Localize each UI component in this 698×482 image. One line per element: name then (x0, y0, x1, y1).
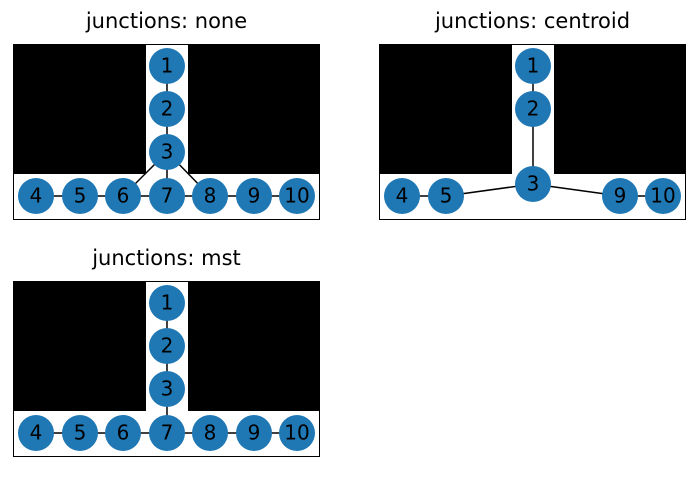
node-label: 5 (74, 421, 87, 445)
node-circle (279, 415, 315, 451)
node-label: 1 (527, 54, 540, 78)
node-label: 10 (284, 421, 309, 445)
node-circle (62, 178, 98, 214)
node-label: 7 (161, 421, 174, 445)
panel-junctions-none: junctions: none 1 2 3 4 5 6 7 8 9 10 (13, 8, 320, 220)
node-label: 9 (248, 421, 261, 445)
node-label: 3 (527, 172, 540, 196)
node-circle (18, 178, 54, 214)
node-label: 8 (204, 421, 217, 445)
graph-canvas: 1 2 3 4 5 6 7 8 9 10 (14, 45, 319, 214)
node-circle (149, 328, 185, 364)
plot-frame: 1 2 3 4 5 6 7 8 9 10 (13, 44, 320, 220)
wall-left (14, 45, 146, 174)
node-circle (149, 48, 185, 84)
node-circle (384, 178, 420, 214)
node-label: 5 (74, 184, 87, 208)
node-1: 1 (149, 285, 185, 321)
node-5: 5 (62, 178, 98, 214)
node-2: 2 (515, 91, 551, 127)
node-3: 3 (515, 166, 551, 202)
node-circle (62, 415, 98, 451)
graph-canvas: 1 2 3 4 5 6 7 8 9 10 (14, 282, 319, 451)
node-10: 10 (645, 178, 681, 214)
wall-right (188, 45, 319, 174)
wall-left (380, 45, 512, 174)
node-circle (515, 166, 551, 202)
node-label: 7 (161, 184, 174, 208)
node-circle (149, 415, 185, 451)
node-2: 2 (149, 328, 185, 364)
node-circle (105, 178, 141, 214)
node-circle (105, 415, 141, 451)
node-circle (602, 178, 638, 214)
node-label: 10 (284, 184, 309, 208)
node-1: 1 (149, 48, 185, 84)
node-label: 3 (161, 140, 174, 164)
node-label: 2 (161, 97, 174, 121)
graph-canvas: 1 2 3 4 5 9 10 (380, 45, 685, 214)
node-circle (192, 415, 228, 451)
node-10: 10 (279, 178, 315, 214)
node-label: 6 (117, 421, 130, 445)
node-label: 4 (30, 421, 43, 445)
node-label: 1 (161, 54, 174, 78)
node-label: 2 (527, 97, 540, 121)
wall-right (554, 45, 685, 174)
node-circle (515, 48, 551, 84)
node-circle (149, 91, 185, 127)
panel-title: junctions: mst (92, 246, 241, 270)
panel-junctions-mst: junctions: mst 1 2 3 4 5 6 7 8 9 10 (13, 245, 320, 457)
panel-junctions-centroid: junctions: centroid 1 2 3 4 5 9 10 (379, 8, 686, 220)
node-6: 6 (105, 415, 141, 451)
node-9: 9 (236, 415, 272, 451)
panel-title: junctions: centroid (434, 9, 631, 33)
node-label: 10 (650, 184, 675, 208)
node-circle (428, 178, 464, 214)
node-label: 4 (30, 184, 43, 208)
node-circle (149, 285, 185, 321)
node-circle (515, 91, 551, 127)
node-7: 7 (149, 178, 185, 214)
node-8: 8 (192, 178, 228, 214)
node-label: 9 (614, 184, 627, 208)
node-5: 5 (62, 415, 98, 451)
node-4: 4 (18, 178, 54, 214)
node-10: 10 (279, 415, 315, 451)
plot-frame: 1 2 3 4 5 6 7 8 9 10 (13, 281, 320, 457)
node-3: 3 (149, 371, 185, 407)
node-label: 5 (440, 184, 453, 208)
node-label: 6 (117, 184, 130, 208)
node-circle (192, 178, 228, 214)
node-label: 1 (161, 291, 174, 315)
node-4: 4 (384, 178, 420, 214)
node-circle (149, 178, 185, 214)
node-label: 3 (161, 377, 174, 401)
node-5: 5 (428, 178, 464, 214)
node-7: 7 (149, 415, 185, 451)
node-2: 2 (149, 91, 185, 127)
node-circle (149, 371, 185, 407)
node-circle (236, 415, 272, 451)
panel-title: junctions: none (85, 9, 248, 33)
wall-left (14, 282, 146, 411)
node-9: 9 (236, 178, 272, 214)
wall-right (188, 282, 319, 411)
node-circle (149, 134, 185, 170)
node-1: 1 (515, 48, 551, 84)
node-6: 6 (105, 178, 141, 214)
node-label: 8 (204, 184, 217, 208)
node-circle (645, 178, 681, 214)
node-3: 3 (149, 134, 185, 170)
node-8: 8 (192, 415, 228, 451)
node-circle (18, 415, 54, 451)
node-circle (236, 178, 272, 214)
node-label: 2 (161, 334, 174, 358)
node-label: 4 (396, 184, 409, 208)
node-9: 9 (602, 178, 638, 214)
node-4: 4 (18, 415, 54, 451)
plot-frame: 1 2 3 4 5 9 10 (379, 44, 686, 220)
node-circle (279, 178, 315, 214)
node-label: 9 (248, 184, 261, 208)
